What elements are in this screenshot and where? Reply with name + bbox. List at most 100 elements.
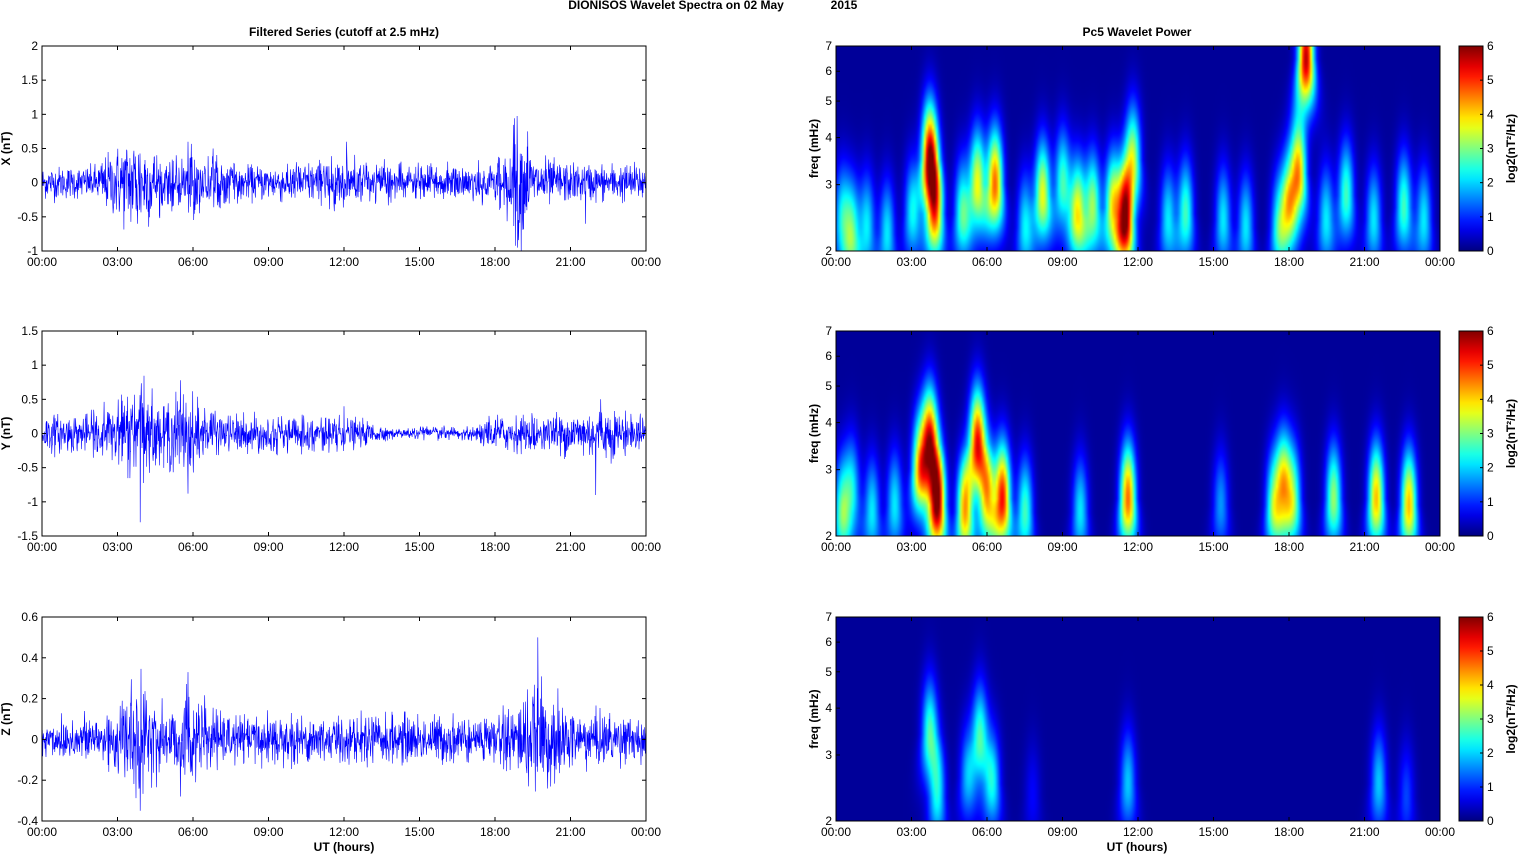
y-tick-label: 3 xyxy=(825,178,832,192)
x-tick-label: 06:00 xyxy=(178,540,208,554)
wavelet-power-image xyxy=(836,46,1440,251)
y-tick-label: 3 xyxy=(825,463,832,477)
x-tick-label: 21:00 xyxy=(555,255,585,269)
filtered-series-title: Filtered Series (cutoff at 2.5 mHz) xyxy=(249,25,439,39)
y-axis-label: Z (nT) xyxy=(0,702,13,735)
y-tick-label: 4 xyxy=(825,131,832,145)
y-tick-label: 6 xyxy=(825,635,832,649)
figure-title: DIONISOS Wavelet Spectra on 02 May xyxy=(568,0,784,12)
colorbar-tick-label: 2 xyxy=(1487,746,1494,760)
colorbar-tick-label: 4 xyxy=(1487,678,1494,692)
x-tick-label: 03:00 xyxy=(102,540,132,554)
series-panel-y: -1.5 -1 -0.5 0 0.5 1 1.5 00:00 03:00 06:00 09:00 12… xyxy=(0,324,661,554)
x-tick-label: 18:00 xyxy=(1274,540,1304,554)
x-tick-label: 09:00 xyxy=(253,255,283,269)
y-tick-label: 7 xyxy=(825,610,832,624)
y-tick-label: 2 xyxy=(825,529,832,543)
y-tick-label: 0 xyxy=(31,732,38,746)
x-tick-label: 06:00 xyxy=(972,540,1002,554)
colorbar-tick-label: 4 xyxy=(1487,392,1494,406)
colorbar-label: log2(nT²/Hz) xyxy=(1504,684,1518,753)
x-tick-label: 00:00 xyxy=(27,540,57,554)
y-tick-label: 4 xyxy=(825,416,832,430)
x-tick-label: 09:00 xyxy=(253,825,283,839)
x-tick-label: 03:00 xyxy=(896,540,926,554)
x-tick-label: 06:00 xyxy=(972,825,1002,839)
colorbar-tick-label: 6 xyxy=(1487,324,1494,338)
y-tick-label: -0.2 xyxy=(17,773,38,787)
y-axis-label: Y (nT) xyxy=(0,417,13,451)
x-tick-label: 18:00 xyxy=(480,540,510,554)
figure-title-year: 2015 xyxy=(831,0,858,12)
wavelet-panel-y: 2 3 4 5 6 7 00:00 03:00 06:00 09:00 12:00 15:00 18:0… xyxy=(807,324,1518,554)
colorbar-tick-label: 2 xyxy=(1487,461,1494,475)
y-tick-label: 5 xyxy=(825,665,832,679)
y-tick-label: 0.5 xyxy=(21,142,38,156)
wavelet-power-image xyxy=(836,331,1440,536)
y-tick-label: 5 xyxy=(825,94,832,108)
x-tick-label: 18:00 xyxy=(480,255,510,269)
y-tick-label: 1.5 xyxy=(21,73,38,87)
series-panel-z: -0.4 -0.2 0 0.2 0.4 0.6 00:00 03:00 06:00 09:00 12… xyxy=(0,610,661,839)
x-tick-label: 03:00 xyxy=(102,825,132,839)
x-tick-label: 09:00 xyxy=(253,540,283,554)
y-tick-label: -0.5 xyxy=(17,210,38,224)
x-tick-label: 03:00 xyxy=(896,255,926,269)
y-tick-label: 2 xyxy=(31,39,38,53)
y-tick-label: 7 xyxy=(825,324,832,338)
y-tick-label: 1 xyxy=(31,358,38,372)
y-tick-label: 5 xyxy=(825,379,832,393)
x-tick-label: 15:00 xyxy=(404,825,434,839)
x-tick-label: 12:00 xyxy=(329,255,359,269)
x-tick-label: 21:00 xyxy=(1349,825,1379,839)
x-tick-label: 21:00 xyxy=(555,825,585,839)
plot-area xyxy=(42,617,646,821)
y-axis-label: X (nT) xyxy=(0,132,13,166)
y-tick-label: 2 xyxy=(825,814,832,828)
colorbar-tick-label: 5 xyxy=(1487,644,1494,658)
colorbar-tick-label: 4 xyxy=(1487,107,1494,121)
x-tick-label: 09:00 xyxy=(1047,825,1077,839)
x-tick-label: 15:00 xyxy=(1198,540,1228,554)
y-tick-label: 7 xyxy=(825,39,832,53)
x-tick-label: 15:00 xyxy=(404,540,434,554)
colorbar-tick-label: 3 xyxy=(1487,142,1494,156)
colorbar-tick-label: 6 xyxy=(1487,610,1494,624)
colorbar-tick-label: 3 xyxy=(1487,427,1494,441)
y-tick-label: -1 xyxy=(27,244,38,258)
x-tick-label: 12:00 xyxy=(329,540,359,554)
y-axis-label: freq (mHz) xyxy=(807,119,821,178)
series-panel-x: -1 -0.5 0 0.5 1 1.5 2 00:00 03:00 06:00 09:00 12:00… xyxy=(0,39,661,269)
x-tick-label: 12:00 xyxy=(329,825,359,839)
y-tick-label: 0.6 xyxy=(21,610,38,624)
x-tick-label: 15:00 xyxy=(1198,255,1228,269)
wavelet-panel-z: 2 3 4 5 6 7 00:00 03:00 06:00 09:00 12:00 15:00 18:0… xyxy=(807,610,1518,839)
x-tick-label: 00:00 xyxy=(1425,825,1455,839)
y-tick-label: 0 xyxy=(31,176,38,190)
colorbar-label: log2(nT²/Hz) xyxy=(1504,399,1518,468)
x-tick-label: 21:00 xyxy=(555,540,585,554)
colorbar-tick-label: 6 xyxy=(1487,39,1494,53)
x-tick-label: 12:00 xyxy=(1123,540,1153,554)
x-axis-label-right: UT (hours) xyxy=(1107,840,1168,854)
y-axis-label: freq (mHz) xyxy=(807,404,821,463)
colorbar xyxy=(1458,616,1484,822)
x-tick-label: 03:00 xyxy=(896,825,926,839)
colorbar-label: log2(nT²/Hz) xyxy=(1504,114,1518,183)
x-tick-label: 18:00 xyxy=(1274,255,1304,269)
x-tick-label: 00:00 xyxy=(1425,540,1455,554)
y-tick-label: 4 xyxy=(825,701,832,715)
colorbar-tick-label: 0 xyxy=(1487,814,1494,828)
x-tick-label: 09:00 xyxy=(1047,540,1077,554)
colorbar-tick-label: 0 xyxy=(1487,529,1494,543)
x-tick-label: 15:00 xyxy=(1198,825,1228,839)
series-line xyxy=(42,375,646,523)
colorbar-tick-label: 1 xyxy=(1487,210,1494,224)
colorbar-tick-label: 5 xyxy=(1487,73,1494,87)
x-tick-label: 06:00 xyxy=(178,255,208,269)
x-tick-label: 00:00 xyxy=(1425,255,1455,269)
y-tick-label: -1 xyxy=(27,495,38,509)
x-tick-label: 06:00 xyxy=(178,825,208,839)
x-tick-label: 00:00 xyxy=(631,825,661,839)
